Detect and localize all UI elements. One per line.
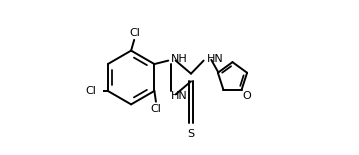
Text: Cl: Cl — [85, 86, 96, 96]
Text: O: O — [242, 91, 251, 102]
Text: Cl: Cl — [129, 28, 140, 38]
Text: S: S — [187, 129, 195, 139]
Text: NH: NH — [171, 54, 188, 64]
Text: Cl: Cl — [150, 104, 161, 113]
Text: HN: HN — [206, 54, 223, 64]
Text: HN: HN — [171, 91, 188, 101]
